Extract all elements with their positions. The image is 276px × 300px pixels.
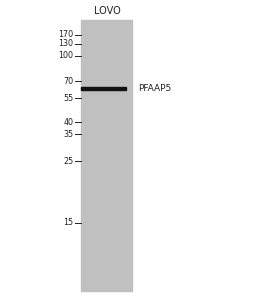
Text: 15: 15 [63,218,73,227]
Text: 70: 70 [63,76,73,85]
Text: 40: 40 [63,118,73,127]
Text: 170: 170 [58,30,73,39]
Text: 35: 35 [63,130,73,139]
Text: 25: 25 [63,157,73,166]
Text: 55: 55 [63,94,73,103]
Bar [81,86,126,90]
Bar [81,20,132,291]
Text: PFAAP5: PFAAP5 [138,84,171,93]
Text: 100: 100 [58,51,73,60]
Text: LOVO: LOVO [94,7,120,16]
Text: 130: 130 [58,39,73,48]
